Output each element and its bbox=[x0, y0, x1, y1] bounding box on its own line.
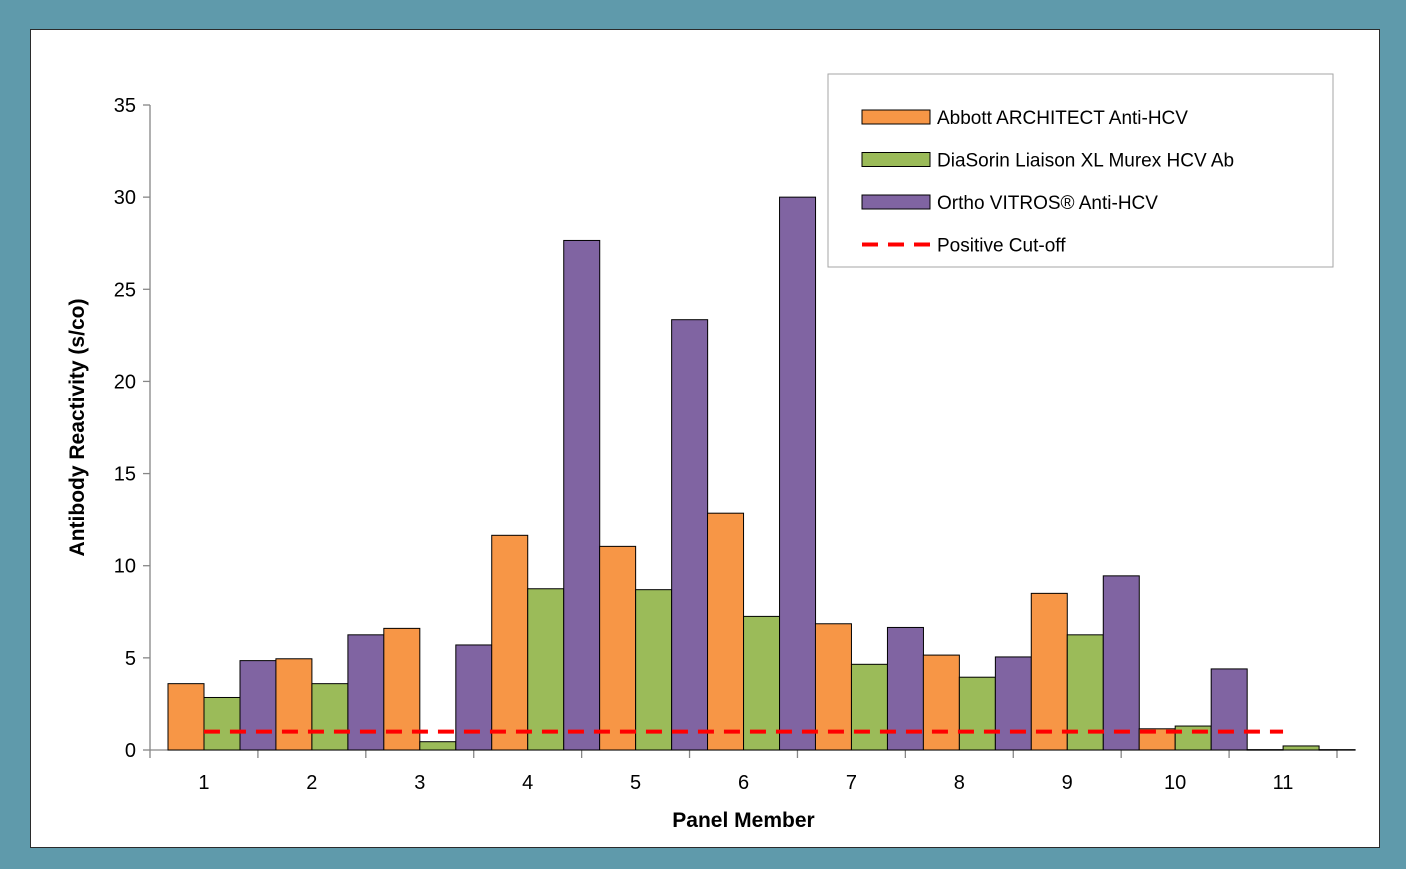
bar-1-11 bbox=[1246, 749, 1284, 751]
x-tick-label: 8 bbox=[954, 772, 965, 794]
bar-1-2 bbox=[275, 658, 313, 751]
bar-3-3 bbox=[455, 644, 493, 751]
y-tick-label: 10 bbox=[114, 556, 136, 578]
bar-2-1 bbox=[203, 696, 241, 751]
legend-box bbox=[827, 73, 1334, 268]
x-tick-label: 6 bbox=[738, 772, 749, 794]
bar-3-1 bbox=[239, 660, 277, 751]
bar-3-4 bbox=[563, 239, 601, 751]
bar-3-8 bbox=[994, 656, 1032, 751]
y-axis-title: Antibody Reactivity (s/co) bbox=[66, 299, 89, 557]
y-tick-label: 25 bbox=[114, 279, 136, 301]
bar-1-4 bbox=[491, 534, 529, 751]
x-tick-label: 10 bbox=[1164, 772, 1186, 794]
y-tick-label: 5 bbox=[125, 648, 136, 670]
x-tick-label: 9 bbox=[1062, 772, 1073, 794]
legend-swatch-2 bbox=[861, 152, 931, 167]
bar-3-6 bbox=[779, 196, 817, 751]
bar-2-5 bbox=[635, 589, 673, 751]
y-tick-label: 30 bbox=[114, 187, 136, 209]
x-tick-label: 7 bbox=[846, 772, 857, 794]
x-tick-label: 1 bbox=[198, 772, 209, 794]
y-tick-label: 20 bbox=[114, 371, 136, 393]
bar-2-4 bbox=[527, 588, 565, 751]
bar-1-5 bbox=[599, 545, 637, 751]
bar-3-5 bbox=[671, 319, 709, 751]
bar-1-7 bbox=[814, 623, 852, 751]
bars bbox=[167, 196, 1356, 751]
bar-1-8 bbox=[922, 654, 960, 751]
x-tick-label: 3 bbox=[414, 772, 425, 794]
bar-3-11 bbox=[1318, 749, 1356, 751]
legend-swatch-3 bbox=[861, 194, 931, 210]
x-tick-label: 11 bbox=[1273, 772, 1294, 794]
y-tick-label: 15 bbox=[114, 464, 136, 486]
bar-2-8 bbox=[958, 676, 996, 751]
y-tick-label: 35 bbox=[114, 95, 136, 117]
x-axis-title: Panel Member bbox=[672, 809, 814, 832]
legend-label-2: DiaSorin Liaison XL Murex HCV Ab bbox=[937, 151, 1234, 172]
bar-2-7 bbox=[850, 663, 888, 751]
bar-1-1 bbox=[167, 683, 205, 751]
legend-swatch-1 bbox=[861, 109, 931, 125]
x-tick-label: 4 bbox=[522, 772, 533, 794]
x-tick-label: 2 bbox=[306, 772, 317, 794]
bar-2-11 bbox=[1282, 745, 1320, 751]
legend-label-1: Abbott ARCHITECT Anti-HCV bbox=[937, 108, 1188, 129]
bar-3-10 bbox=[1210, 668, 1248, 751]
bar-1-6 bbox=[707, 512, 745, 751]
legend: Abbott ARCHITECT Anti-HCV DiaSorin Liaiso… bbox=[827, 73, 1334, 268]
bar-2-6 bbox=[743, 615, 781, 751]
bar-1-9 bbox=[1030, 592, 1068, 751]
x-tick-label: 5 bbox=[630, 772, 641, 794]
y-tick-label: 0 bbox=[125, 740, 136, 762]
bar-2-3 bbox=[419, 741, 457, 751]
bar-2-2 bbox=[311, 683, 349, 751]
legend-label-4: Positive Cut-off bbox=[937, 236, 1066, 257]
bar-3-9 bbox=[1102, 575, 1140, 751]
legend-label-3: Ortho VITROS® Anti-HCV bbox=[937, 193, 1158, 214]
